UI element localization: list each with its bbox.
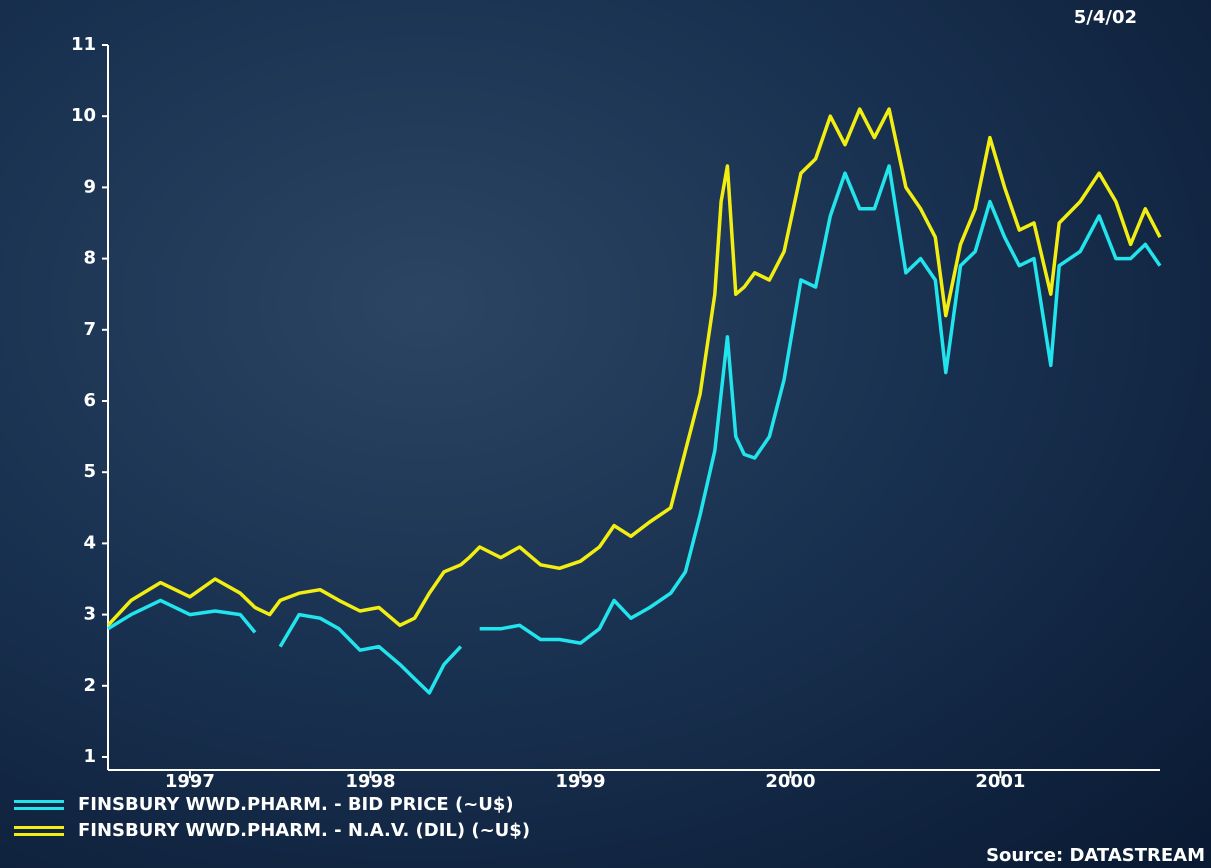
legend-label: FINSBURY WWD.PHARM. - N.A.V. (DIL) (~U$) bbox=[78, 820, 530, 841]
y-tick-label: 10 bbox=[71, 105, 96, 126]
y-tick-label: 3 bbox=[83, 604, 96, 625]
legend-swatch bbox=[14, 800, 64, 803]
x-tick-label: 1999 bbox=[555, 771, 605, 792]
y-tick-label: 2 bbox=[83, 675, 96, 696]
x-tick-label: 2001 bbox=[975, 771, 1025, 792]
y-tick-label: 6 bbox=[83, 390, 96, 411]
x-tick-label: 2000 bbox=[765, 771, 815, 792]
y-tick-label: 5 bbox=[83, 461, 96, 482]
date-label: 5/4/02 bbox=[1074, 7, 1137, 28]
y-tick-label: 1 bbox=[83, 746, 96, 767]
y-tick-label: 4 bbox=[83, 532, 96, 553]
x-tick-label: 1997 bbox=[165, 771, 215, 792]
series-line bbox=[106, 107, 1162, 628]
legend-swatch bbox=[14, 833, 64, 836]
y-tick-label: 7 bbox=[83, 319, 96, 340]
y-tick-label: 9 bbox=[83, 176, 96, 197]
y-tick-label: 8 bbox=[83, 248, 96, 269]
legend-label: FINSBURY WWD.PHARM. - BID PRICE (~U$) bbox=[78, 794, 514, 815]
source-label: Source: DATASTREAM bbox=[986, 845, 1205, 866]
legend-swatch bbox=[14, 826, 64, 829]
legend-swatch bbox=[14, 807, 64, 810]
y-tick-label: 11 bbox=[71, 34, 96, 55]
series-line bbox=[107, 164, 1162, 695]
x-tick-label: 1998 bbox=[345, 771, 395, 792]
